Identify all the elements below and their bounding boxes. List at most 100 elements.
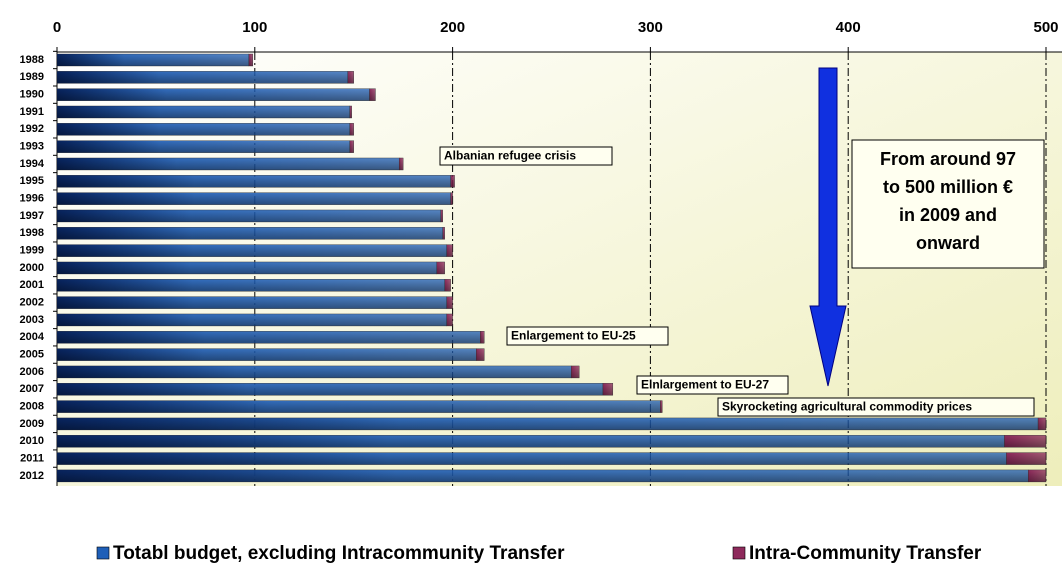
- bar-shading: [57, 192, 451, 205]
- bar-shading: [442, 227, 445, 240]
- bar-shading: [1028, 469, 1046, 482]
- bar-shading: [347, 71, 354, 84]
- annotation: Elnlargement to EU-27: [641, 378, 769, 392]
- x-tick-label: 400: [836, 19, 861, 36]
- bar-shading: [446, 313, 453, 326]
- bar-shading: [57, 348, 477, 361]
- bar-shading: [57, 469, 1029, 482]
- bar-shading: [446, 296, 453, 309]
- bar-shading: [57, 331, 481, 344]
- annotation-box: [506, 326, 669, 346]
- callout-line: onward: [916, 233, 980, 253]
- arrow: [809, 67, 847, 387]
- y-tick-label: 2009: [20, 418, 44, 430]
- annotation: Albanian refugee crisis: [444, 149, 576, 163]
- y-tick-label: 1995: [20, 175, 44, 187]
- y-tick-label: 1998: [20, 227, 44, 239]
- y-tick-label: 2000: [20, 262, 44, 274]
- bar-shading: [57, 400, 661, 413]
- y-tick-label: 2005: [20, 349, 44, 361]
- callout-line: From around 97: [880, 149, 1016, 169]
- legend-swatch: [732, 546, 746, 560]
- bar-shading: [349, 105, 352, 118]
- bar-shading: [444, 279, 451, 292]
- y-tick-label: 2012: [20, 470, 44, 482]
- bar-shading: [57, 296, 447, 309]
- bar-shading: [1004, 435, 1046, 448]
- annotation-box: [636, 375, 789, 395]
- bar-shading: [57, 244, 447, 257]
- bar-shading: [57, 105, 350, 118]
- y-tick-label: 2006: [20, 366, 44, 378]
- y-tick-label: 2003: [20, 314, 44, 326]
- y-tick-label: 2002: [20, 297, 44, 309]
- bar-shading: [57, 227, 443, 240]
- bar-shading: [57, 435, 1005, 448]
- bar-shading: [57, 452, 1007, 465]
- legend-label: Intra-Community Transfer: [749, 543, 982, 564]
- annotation-box: [717, 397, 1035, 417]
- x-tick-label: 500: [1033, 19, 1058, 36]
- annotation: Enlargement to EU-25: [511, 329, 636, 343]
- y-tick-label: 1990: [20, 89, 44, 101]
- y-tick-label: 1996: [20, 193, 44, 205]
- legend-label: Totabl budget, excluding Intracommunity …: [113, 543, 565, 564]
- y-tick-label: 1994: [20, 158, 45, 170]
- bar-shading: [450, 192, 453, 205]
- bar-shading: [369, 88, 376, 101]
- bar-shading: [57, 261, 437, 274]
- y-tick-label: 2001: [20, 279, 44, 291]
- bar-shading: [399, 157, 404, 170]
- annotation: Skyrocketing agricultural commodity pric…: [722, 400, 972, 414]
- y-tick-label: 2007: [20, 383, 44, 395]
- callout-box: [851, 139, 1045, 269]
- y-tick-label: 1989: [20, 71, 44, 83]
- callout-line: to 500 million €: [883, 177, 1013, 197]
- y-tick-label: 1997: [20, 210, 44, 222]
- bar-shading: [57, 140, 350, 153]
- bar-shading: [349, 123, 354, 136]
- annotation-box: [439, 146, 613, 166]
- bar-shading: [248, 54, 253, 66]
- y-tick-label: 2011: [20, 452, 44, 464]
- bar-shading: [571, 365, 580, 378]
- x-tick-label: 300: [638, 19, 663, 36]
- bar-shading: [57, 157, 400, 170]
- bar-shading: [1006, 452, 1046, 465]
- bar-shading: [57, 71, 348, 84]
- bar-shading: [440, 209, 443, 222]
- bar-shading: [349, 140, 354, 153]
- bar-shading: [57, 365, 572, 378]
- bar-shading: [476, 348, 485, 361]
- bar-shading: [57, 54, 249, 66]
- bar-shading: [1038, 417, 1046, 430]
- bar-shading: [480, 331, 485, 344]
- x-tick-label: 0: [53, 19, 61, 36]
- bar-shading: [57, 209, 441, 222]
- y-tick-label: 1993: [20, 141, 44, 153]
- bar-shading: [57, 175, 451, 188]
- y-tick-label: 1992: [20, 123, 44, 135]
- bar-shading: [660, 400, 663, 413]
- bar-shading: [57, 279, 445, 292]
- bar-shading: [57, 123, 350, 136]
- x-tick-label: 200: [440, 19, 465, 36]
- callout-line: in 2009 and: [899, 205, 997, 225]
- bar-shading: [602, 383, 613, 396]
- bar-shading: [450, 175, 455, 188]
- bar-shading: [57, 383, 603, 396]
- y-tick-label: 1999: [20, 245, 44, 257]
- bar-shading: [57, 313, 447, 326]
- bar-shading: [446, 244, 453, 257]
- x-tick-label: 100: [242, 19, 267, 36]
- legend-swatch: [96, 546, 110, 560]
- bar-shading: [436, 261, 445, 274]
- y-tick-label: 2008: [20, 401, 44, 413]
- bar-shading: [57, 88, 370, 101]
- y-tick-label: 2010: [20, 435, 44, 447]
- y-tick-label: 1991: [20, 106, 44, 118]
- y-tick-label: 1988: [20, 54, 44, 66]
- y-tick-label: 2004: [20, 331, 45, 343]
- bar-shading: [57, 417, 1039, 430]
